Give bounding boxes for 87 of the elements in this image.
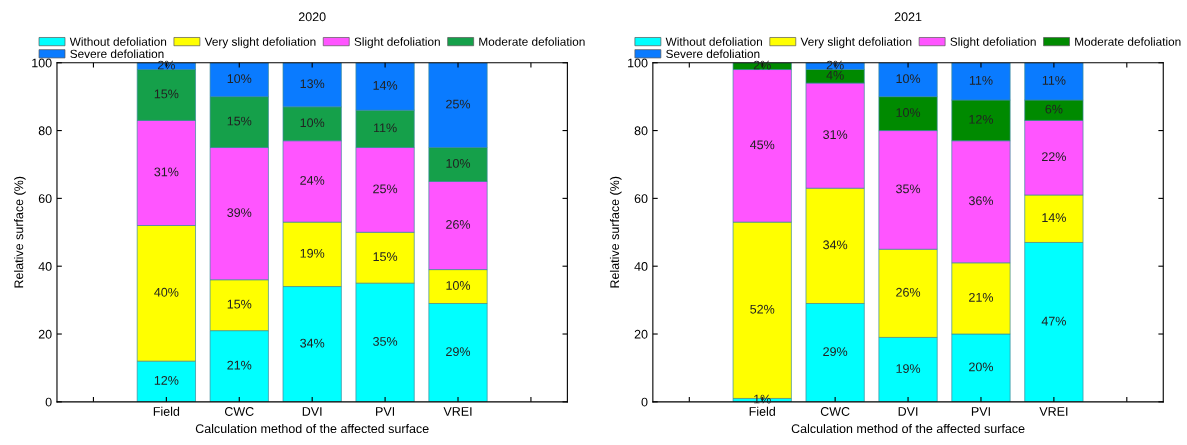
data-label: 6% (1045, 104, 1063, 114)
y-tick-label: 80 (634, 126, 648, 136)
data-label: 20% (969, 362, 994, 372)
x-tick-label: CWC (820, 407, 850, 416)
data-label: 31% (154, 167, 179, 177)
data-label: 10% (446, 158, 471, 168)
legend-label: Severe defoliation (666, 49, 760, 59)
data-label: 15% (227, 116, 252, 126)
data-label: 31% (823, 130, 848, 139)
data-label: 39% (227, 208, 252, 217)
y-tick-label: 100 (628, 58, 648, 68)
legend-label: Very slight defoliation (204, 37, 316, 49)
data-label: 52% (750, 304, 775, 314)
data-label: 1% (754, 394, 771, 404)
data-label: 12% (154, 375, 179, 385)
data-label: 14% (373, 81, 398, 90)
data-label: 34% (300, 338, 325, 348)
data-label: 12% (969, 114, 994, 124)
y-tick-label: 0 (641, 397, 648, 407)
legend-label: Moderate defoliation (1075, 37, 1181, 46)
data-label: 26% (896, 287, 921, 297)
data-label: 2% (826, 60, 844, 70)
legend-label: Slight defoliation (354, 37, 440, 49)
data-label: 47% (1041, 316, 1066, 326)
data-label: 10% (300, 118, 325, 128)
legend-label: Slight defoliation (950, 37, 1036, 49)
data-label: 2% (753, 60, 771, 70)
data-label: 15% (373, 252, 398, 262)
data-label: 14% (1042, 213, 1066, 223)
legend-label: Without defoliation (665, 37, 762, 46)
y-tick-label: 40 (38, 262, 52, 271)
data-label: 2% (157, 60, 175, 70)
data-label: 34% (823, 240, 848, 250)
data-label: 35% (896, 184, 921, 194)
x-tick-label: PVI (376, 407, 395, 416)
x-tick-label: DVI (302, 407, 322, 416)
data-label: 40% (154, 287, 179, 297)
data-label: 45% (750, 140, 775, 150)
data-label: 10% (896, 108, 921, 117)
chart-title: 2021 (894, 12, 922, 22)
y-tick-label: 80 (38, 126, 52, 136)
y-axis-title: Relative surface (%) (14, 176, 26, 288)
data-label: 11% (1042, 75, 1066, 85)
x-tick-label: Field (153, 406, 180, 416)
data-label: 29% (823, 347, 848, 357)
data-label: 4% (826, 70, 844, 80)
data-label: 10% (896, 74, 921, 84)
data-label: 21% (969, 292, 994, 302)
data-label: 25% (373, 184, 398, 194)
data-label: 19% (896, 364, 921, 373)
data-label: 13% (300, 79, 325, 89)
x-tick-label: VREI (443, 407, 472, 416)
x-tick-label: PVI (971, 407, 990, 416)
data-label: 15% (154, 89, 179, 99)
data-label: 26% (446, 220, 471, 229)
data-label: 11% (374, 123, 397, 133)
data-label: 10% (446, 281, 471, 290)
data-label: 24% (300, 175, 325, 185)
data-label: 19% (300, 248, 325, 258)
data-label: 10% (227, 74, 252, 84)
legend-label: Very slight defoliation (800, 37, 912, 49)
data-label: 11% (969, 75, 993, 85)
legend-label: Moderate defoliation (479, 37, 585, 46)
y-tick-label: 40 (634, 262, 648, 271)
y-tick-label: 0 (45, 397, 52, 407)
y-tick-label: 20 (634, 329, 648, 339)
data-label: 21% (227, 360, 252, 370)
x-axis-title: Calculation method of the affected surface (791, 423, 1025, 434)
chart-title: 2020 (298, 12, 326, 22)
legend-label: Severe defoliation (70, 49, 164, 59)
legend-label: Without defoliation (69, 37, 167, 46)
data-label: 25% (446, 99, 471, 109)
y-tick-label: 20 (38, 329, 52, 339)
data-label: 35% (373, 337, 398, 346)
y-tick-label: 60 (38, 194, 52, 204)
x-axis-title: Calculation method of the affected surface (195, 423, 429, 434)
x-tick-label: DVI (898, 407, 918, 416)
y-axis-title: Relative surface (%) (609, 176, 622, 288)
x-tick-label: Field (749, 406, 775, 416)
y-tick-label: 60 (634, 194, 648, 204)
data-label: 15% (227, 299, 252, 309)
data-label: 36% (968, 196, 994, 206)
y-tick-label: 100 (32, 58, 52, 68)
x-tick-label: VREI (1039, 407, 1068, 416)
data-label: 22% (1042, 152, 1066, 161)
data-label: 29% (446, 347, 471, 357)
x-tick-label: CWC (224, 407, 254, 416)
